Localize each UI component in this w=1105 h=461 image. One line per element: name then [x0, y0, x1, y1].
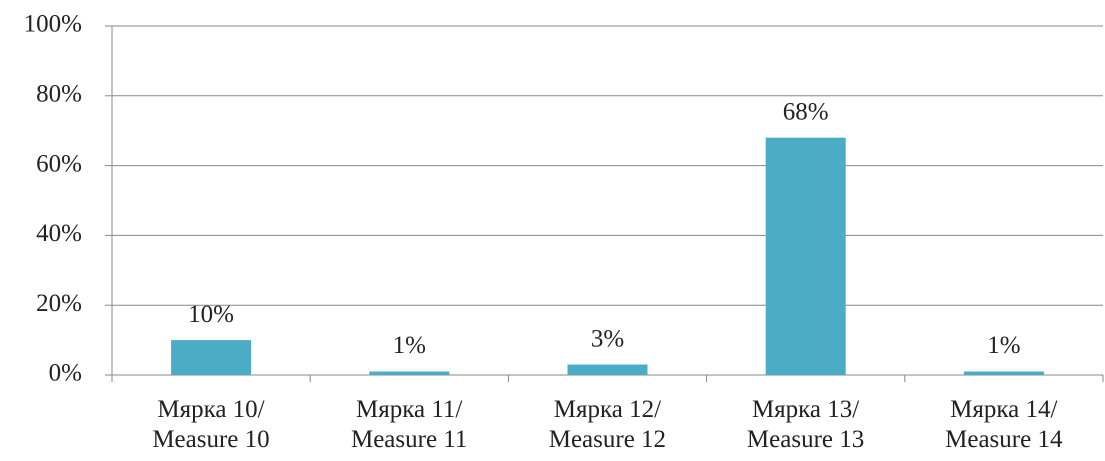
data-label: 1%: [393, 332, 426, 359]
bar: [963, 371, 1044, 375]
bar: [765, 137, 846, 375]
x-tick-label: Мярка 11/ Measure 11: [350, 396, 468, 453]
y-tick-label: 80%: [36, 81, 82, 108]
y-tick-label: 20%: [36, 290, 82, 317]
x-tick-label: Мярка 10/ Measure 10: [152, 396, 270, 453]
bar: [171, 340, 252, 375]
y-tick-label: 40%: [36, 220, 82, 247]
x-tick-label: Мярка 14/ Measure 14: [945, 396, 1063, 453]
bar: [369, 371, 450, 375]
data-label: 68%: [783, 98, 829, 125]
y-tick-label: 60%: [36, 150, 82, 177]
y-tick-label: 0%: [49, 360, 82, 387]
y-tick-label: 100%: [24, 11, 82, 38]
data-label: 10%: [188, 301, 234, 328]
x-tick-label: Мярка 13/ Measure 13: [746, 396, 865, 453]
x-tick-label: Мярка 12/ Measure 12: [548, 396, 667, 453]
bar: [567, 364, 648, 375]
data-label: 3%: [591, 325, 624, 352]
data-label: 1%: [987, 332, 1020, 359]
